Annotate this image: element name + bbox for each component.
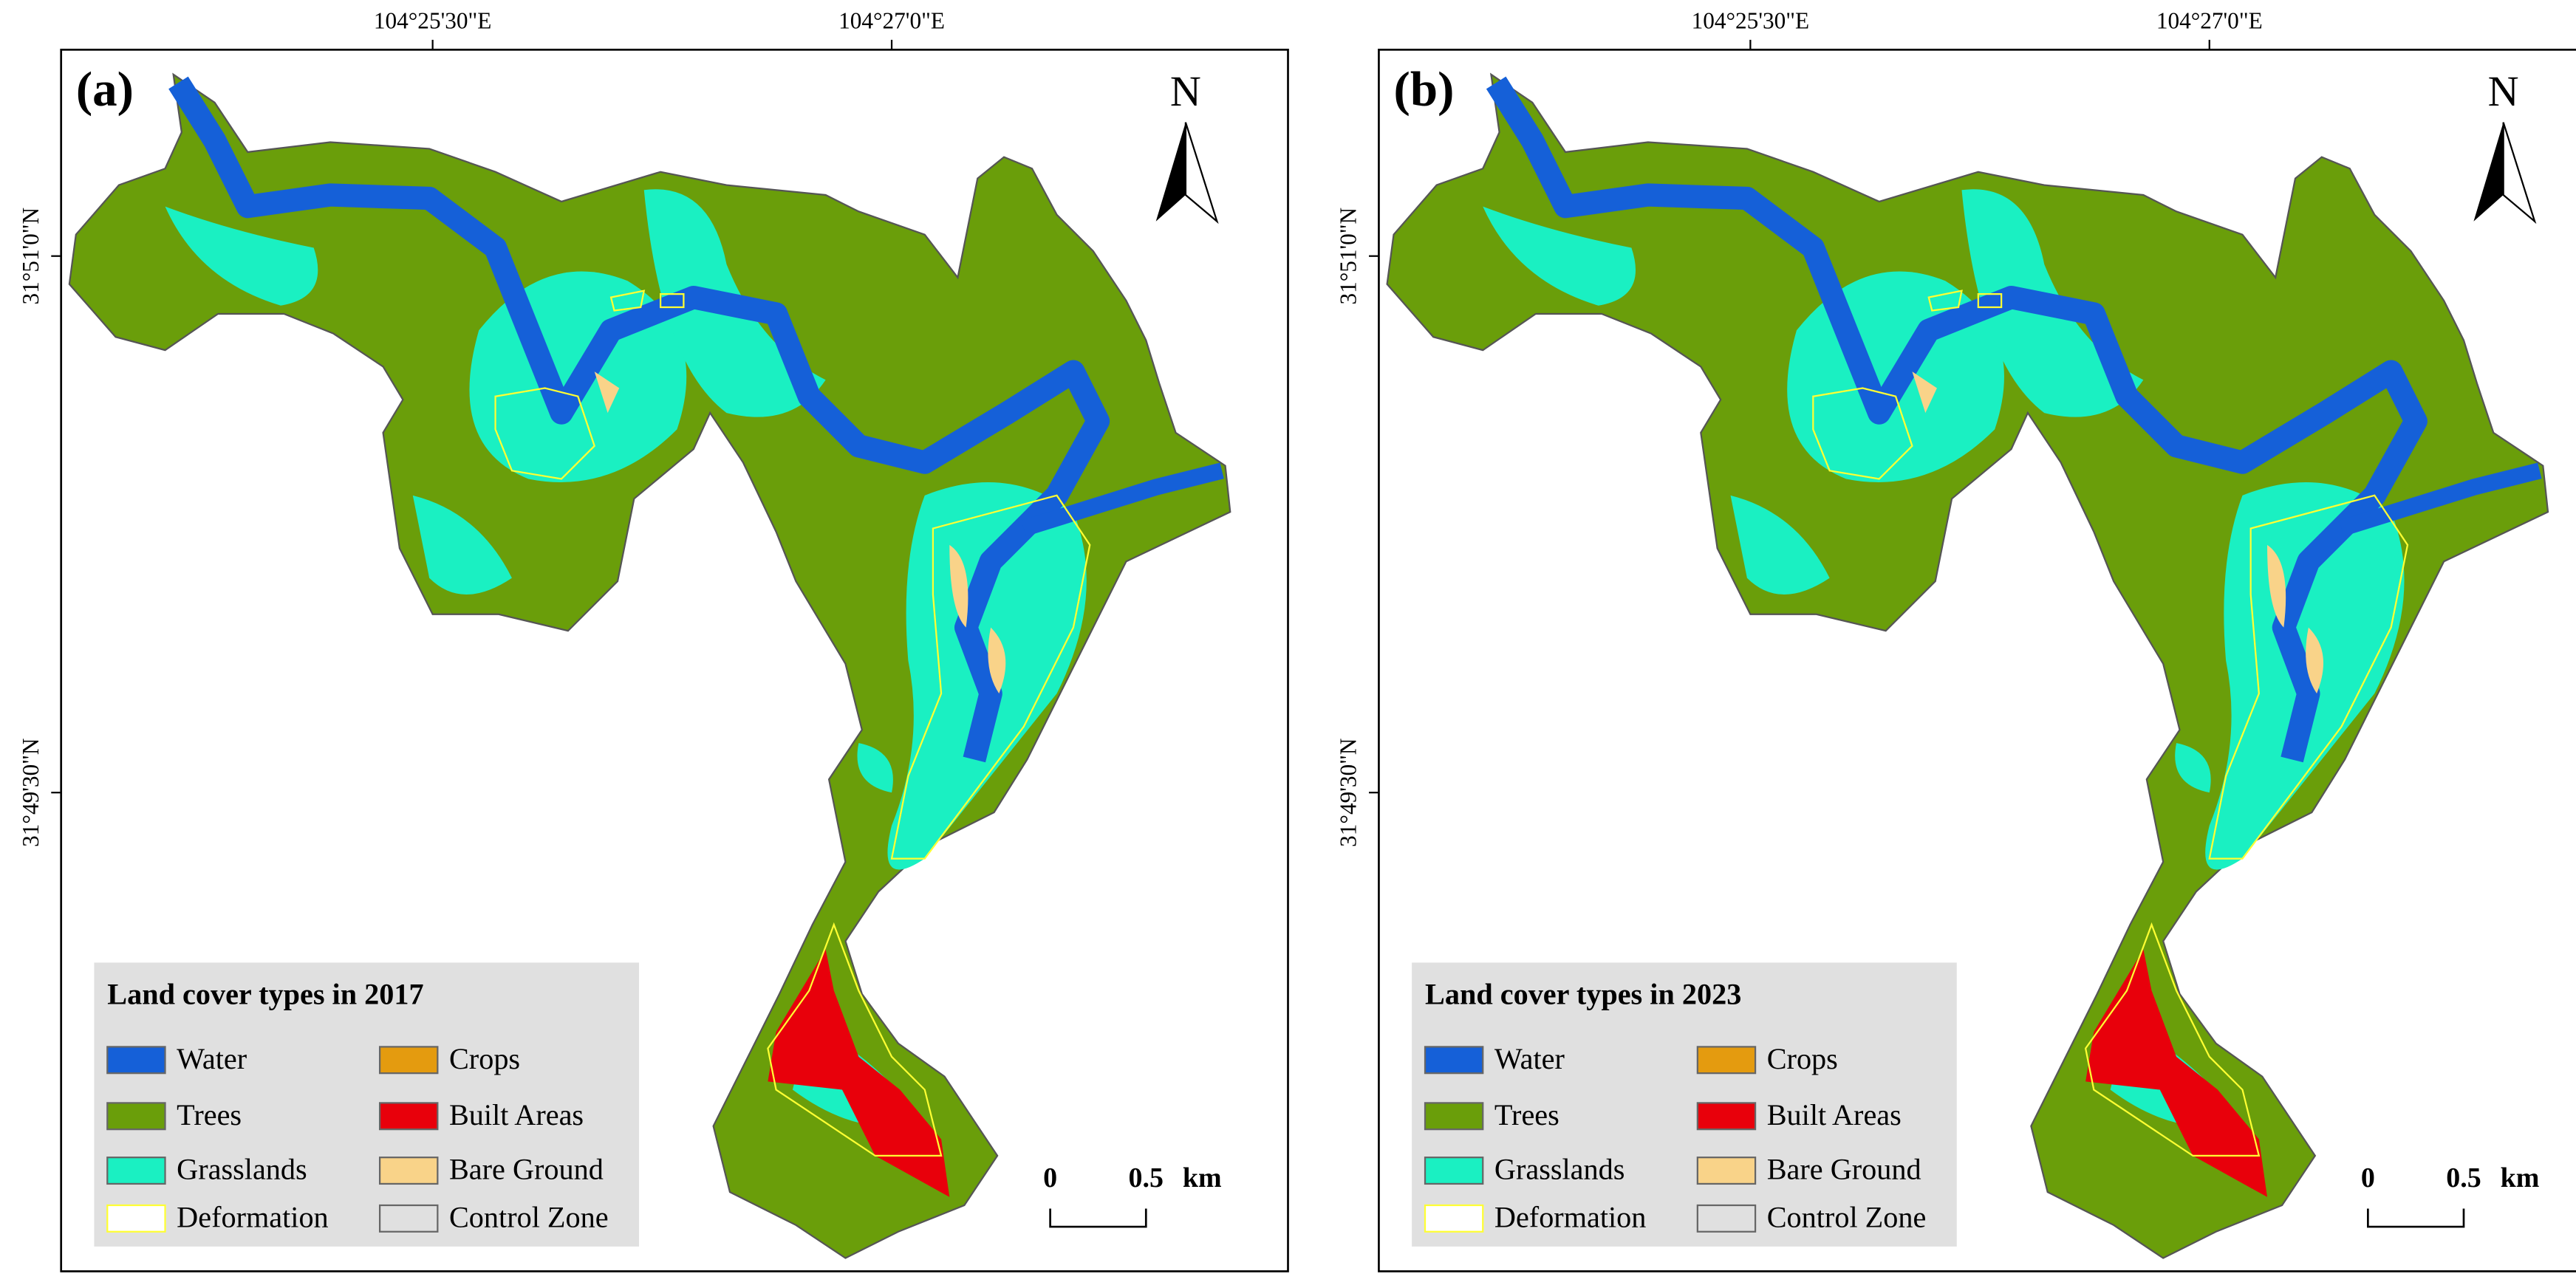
y-tick-label: 31°51'0"N: [18, 208, 44, 305]
legend-label: Trees: [1494, 1098, 1559, 1131]
legend-label: Built Areas: [1767, 1098, 1902, 1131]
y-tick-label: 31°49'30"N: [18, 738, 44, 846]
legend-box: [1412, 962, 1957, 1247]
scale-end: 0.5: [1129, 1162, 1164, 1193]
map-frame: [60, 48, 1289, 1272]
legend-swatch: [1424, 1204, 1484, 1233]
map-frame: [1378, 48, 2576, 1272]
legend-swatch: [1696, 1102, 1757, 1131]
panel-label: (b): [1394, 61, 1455, 117]
x-tick-label: 104°27'0"E: [2156, 8, 2263, 34]
north-arrow-right: [2502, 122, 2537, 225]
north-label: N: [1170, 67, 1201, 115]
legend-label: Built Areas: [449, 1098, 584, 1131]
north-label: N: [2488, 67, 2519, 115]
legend-title: Land cover types in 2023: [1425, 978, 1741, 1011]
legend-label: Water: [177, 1042, 247, 1075]
legend-label: Water: [1494, 1042, 1565, 1075]
legend-swatch: [106, 1046, 166, 1075]
scale-start: 0: [1043, 1162, 1057, 1193]
scale-bar: [2367, 1208, 2465, 1228]
x-tick-label: 104°27'0"E: [838, 8, 945, 34]
legend-swatch: [1696, 1046, 1757, 1075]
legend-swatch: [106, 1102, 166, 1131]
legend-box: [94, 962, 640, 1247]
legend-label: Trees: [177, 1098, 242, 1131]
x-tick-label: 104°25'30"E: [374, 8, 492, 34]
legend-swatch: [1424, 1157, 1484, 1185]
legend-swatch: [1424, 1046, 1484, 1075]
legend-label: Control Zone: [1767, 1200, 1927, 1233]
legend-swatch: [106, 1157, 166, 1185]
north-arrow-left: [1155, 122, 1186, 222]
scale-unit: km: [2501, 1162, 2540, 1193]
scale-start: 0: [2361, 1162, 2375, 1193]
y-tick-label: 31°49'30"N: [1336, 738, 1362, 846]
legend-label: Bare Ground: [1767, 1153, 1921, 1186]
scale-bar: [1049, 1208, 1147, 1228]
scale-end: 0.5: [2446, 1162, 2481, 1193]
legend-label: Deformation: [1494, 1200, 1647, 1233]
legend-swatch: [106, 1204, 166, 1233]
legend-swatch: [378, 1102, 439, 1131]
y-tick-label: 31°51'0"N: [1336, 208, 1362, 305]
legend-label: Deformation: [177, 1200, 328, 1233]
legend-swatch: [1424, 1102, 1484, 1131]
map-panel: 104°25'30"E 104°27'0"E 31°51'0"N 31°49'30"N…: [1336, 8, 2576, 1272]
north-arrow-left: [2473, 122, 2504, 222]
x-tick-label: 104°25'30"E: [1692, 8, 1810, 34]
north-arrow-right: [1184, 122, 1219, 225]
legend-label: Grasslands: [1494, 1153, 1624, 1186]
legend-label: Crops: [449, 1042, 520, 1075]
scale-unit: km: [1183, 1162, 1222, 1193]
panel-label: (a): [76, 61, 134, 117]
legend-label: Grasslands: [177, 1153, 307, 1186]
legend-swatch: [378, 1046, 439, 1075]
legend-label: Bare Ground: [449, 1153, 604, 1186]
legend-label: Control Zone: [449, 1200, 609, 1233]
legend-swatch: [378, 1204, 439, 1233]
legend-swatch: [378, 1157, 439, 1185]
map-panel: 104°25'30"E 104°27'0"E 31°51'0"N 31°49'30"N…: [18, 8, 1289, 1272]
legend-swatch: [1696, 1157, 1757, 1185]
legend-swatch: [1696, 1204, 1757, 1233]
legend-title: Land cover types in 2017: [107, 978, 423, 1011]
legend-label: Crops: [1767, 1042, 1838, 1075]
